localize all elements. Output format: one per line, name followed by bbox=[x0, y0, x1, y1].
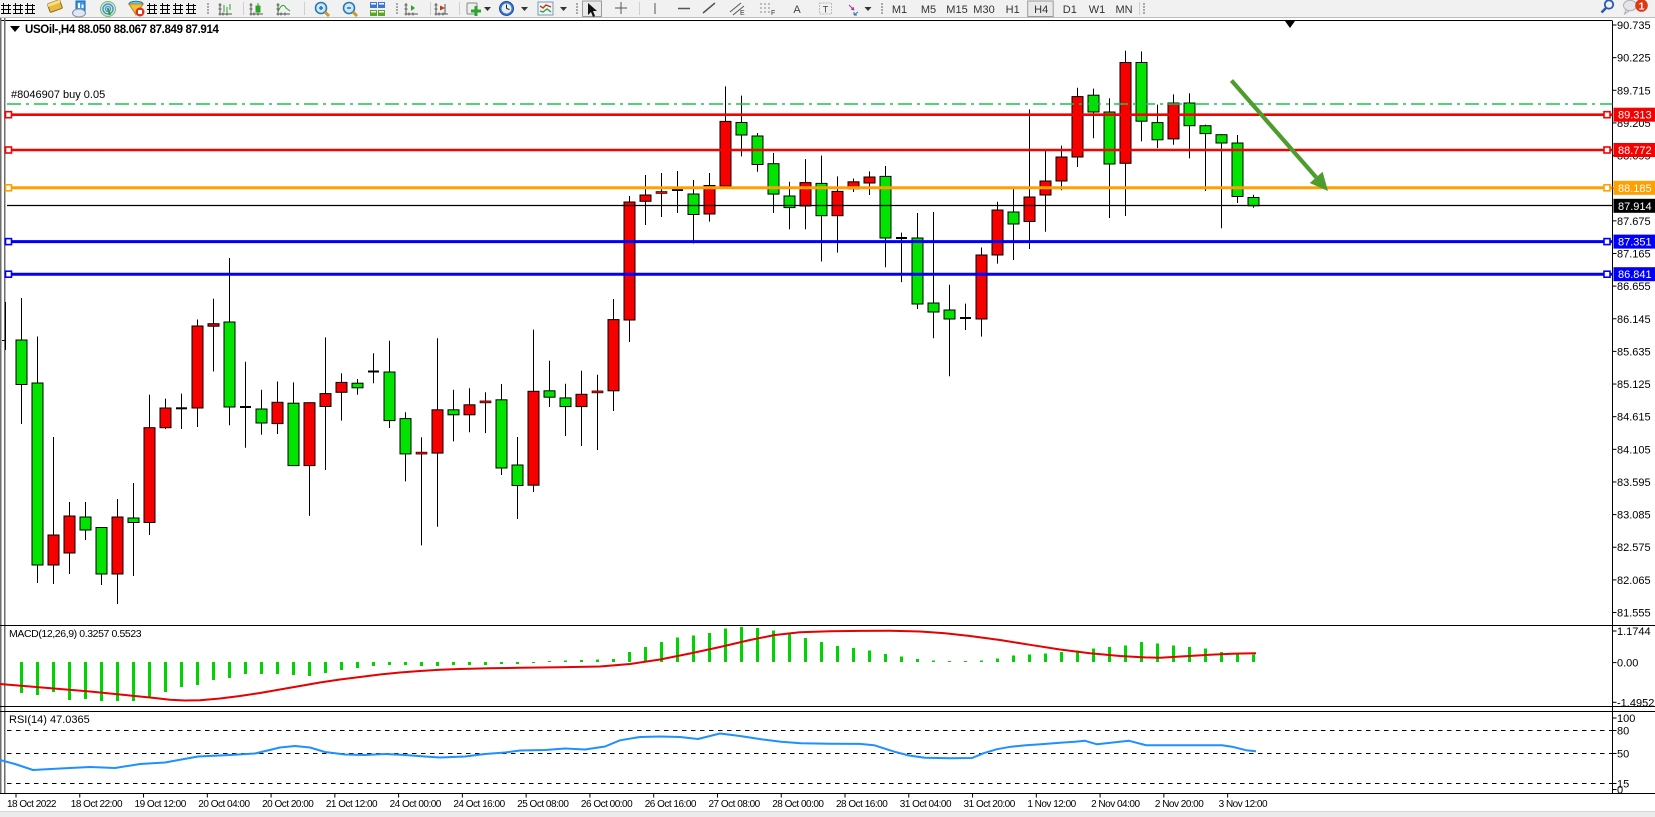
svg-text:86.145: 86.145 bbox=[1617, 314, 1651, 326]
svg-text:87.165: 87.165 bbox=[1617, 248, 1651, 260]
svg-text:1: 1 bbox=[1639, 1, 1645, 13]
svg-text:M30: M30 bbox=[973, 4, 994, 16]
svg-text:27 Oct 08:00: 27 Oct 08:00 bbox=[708, 799, 760, 810]
svg-text:24 Oct 00:00: 24 Oct 00:00 bbox=[390, 799, 442, 810]
svg-text:81.555: 81.555 bbox=[1617, 608, 1651, 620]
svg-text:89.313: 89.313 bbox=[1618, 110, 1652, 122]
svg-text:1 Nov 12:00: 1 Nov 12:00 bbox=[1027, 799, 1076, 810]
svg-text:82.575: 82.575 bbox=[1617, 542, 1651, 554]
svg-text:M1: M1 bbox=[892, 4, 907, 16]
svg-text:2 Nov 20:00: 2 Nov 20:00 bbox=[1155, 799, 1204, 810]
svg-text:83.595: 83.595 bbox=[1617, 477, 1651, 489]
svg-text:28 Oct 00:00: 28 Oct 00:00 bbox=[772, 799, 824, 810]
svg-text:A: A bbox=[793, 4, 801, 16]
svg-text:E: E bbox=[740, 10, 745, 17]
svg-text:84.105: 84.105 bbox=[1617, 444, 1651, 456]
svg-text:W1: W1 bbox=[1089, 4, 1106, 16]
svg-text:RSI(14) 47.0365: RSI(14) 47.0365 bbox=[9, 714, 90, 726]
svg-text:H4: H4 bbox=[1034, 4, 1048, 16]
svg-text:18 Oct 22:00: 18 Oct 22:00 bbox=[71, 799, 123, 810]
svg-text:M15: M15 bbox=[946, 4, 967, 16]
svg-text:90.225: 90.225 bbox=[1617, 53, 1651, 65]
svg-text:-1.4952: -1.4952 bbox=[1617, 697, 1654, 709]
svg-text:31 Oct 20:00: 31 Oct 20:00 bbox=[964, 799, 1016, 810]
svg-text:88.185: 88.185 bbox=[1618, 183, 1652, 195]
svg-text:26 Oct 00:00: 26 Oct 00:00 bbox=[581, 799, 633, 810]
svg-text:MN: MN bbox=[1115, 4, 1132, 16]
svg-text:20 Oct 20:00: 20 Oct 20:00 bbox=[262, 799, 314, 810]
svg-text:1.1744: 1.1744 bbox=[1617, 626, 1651, 638]
svg-text:19 Oct 12:00: 19 Oct 12:00 bbox=[135, 799, 187, 810]
svg-text:2 Nov 04:00: 2 Nov 04:00 bbox=[1091, 799, 1140, 810]
svg-text:86.655: 86.655 bbox=[1617, 281, 1651, 293]
svg-text:25 Oct 08:00: 25 Oct 08:00 bbox=[517, 799, 569, 810]
svg-text:D1: D1 bbox=[1063, 4, 1077, 16]
svg-text:89.715: 89.715 bbox=[1617, 85, 1651, 97]
svg-text:86.841: 86.841 bbox=[1618, 269, 1652, 281]
svg-text:82.065: 82.065 bbox=[1617, 575, 1651, 587]
svg-text:M5: M5 bbox=[921, 4, 936, 16]
svg-text:24 Oct 16:00: 24 Oct 16:00 bbox=[453, 799, 505, 810]
svg-text:90.735: 90.735 bbox=[1617, 20, 1651, 32]
svg-text:88.772: 88.772 bbox=[1618, 145, 1652, 157]
svg-text:#8046907 buy 0.05: #8046907 buy 0.05 bbox=[11, 89, 105, 101]
svg-text:21 Oct 12:00: 21 Oct 12:00 bbox=[326, 799, 378, 810]
svg-text:18 Oct 2022: 18 Oct 2022 bbox=[7, 799, 57, 810]
svg-text:100: 100 bbox=[1617, 713, 1635, 725]
svg-text:85.125: 85.125 bbox=[1617, 379, 1651, 391]
svg-text:3 Nov 12:00: 3 Nov 12:00 bbox=[1219, 799, 1268, 810]
svg-text:85.635: 85.635 bbox=[1617, 346, 1651, 358]
svg-text:T: T bbox=[823, 5, 829, 15]
svg-text:F: F bbox=[771, 10, 775, 17]
svg-text:83.085: 83.085 bbox=[1617, 510, 1651, 522]
svg-text:87.914: 87.914 bbox=[1618, 201, 1652, 213]
svg-text:50: 50 bbox=[1617, 749, 1629, 761]
svg-text:26 Oct 16:00: 26 Oct 16:00 bbox=[645, 799, 697, 810]
svg-text:28 Oct 16:00: 28 Oct 16:00 bbox=[836, 799, 888, 810]
svg-text:0.00: 0.00 bbox=[1617, 658, 1638, 670]
svg-text:MACD(12,26,9) 0.3257 0.5523: MACD(12,26,9) 0.3257 0.5523 bbox=[9, 628, 142, 640]
svg-text:87.675: 87.675 bbox=[1617, 216, 1651, 228]
svg-text:31 Oct 04:00: 31 Oct 04:00 bbox=[900, 799, 952, 810]
svg-text:H1: H1 bbox=[1006, 4, 1020, 16]
svg-text:84.615: 84.615 bbox=[1617, 412, 1651, 424]
svg-text:20 Oct 04:00: 20 Oct 04:00 bbox=[198, 799, 250, 810]
svg-text:80: 80 bbox=[1617, 726, 1629, 738]
svg-text:87.351: 87.351 bbox=[1618, 237, 1652, 249]
svg-text:USOil-,H4 88.050 88.067 87.84: USOil-,H4 88.050 88.067 87.849 87.914 bbox=[25, 24, 220, 36]
svg-text:15: 15 bbox=[1617, 779, 1629, 791]
svg-text:0: 0 bbox=[1617, 785, 1623, 797]
